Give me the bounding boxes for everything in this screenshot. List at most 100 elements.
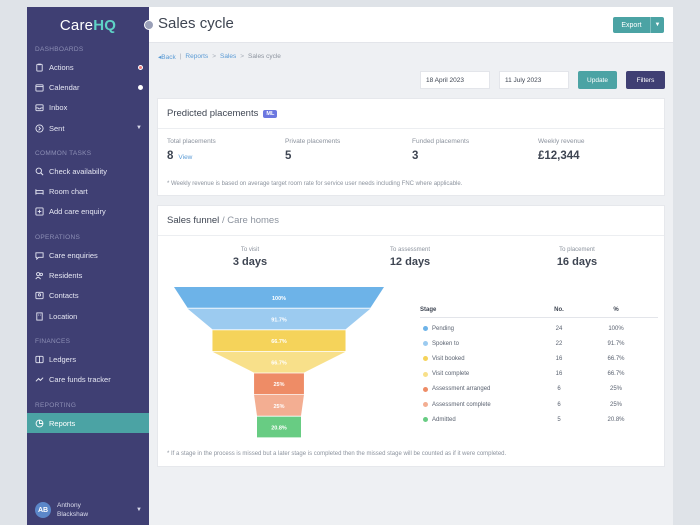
ledger-icon bbox=[35, 355, 44, 364]
funnel-segment-assessment-complete[interactable] bbox=[254, 395, 304, 416]
sidebar-item-residents[interactable]: Residents bbox=[27, 265, 149, 285]
user-name: Anthony Blackshaw bbox=[57, 501, 88, 519]
stage-name: Visit complete bbox=[420, 371, 544, 377]
sidebar-item-actions[interactable]: Actions bbox=[27, 57, 149, 77]
sidebar-item-contacts[interactable]: Contacts bbox=[27, 286, 149, 306]
chevron-down-icon: ▼ bbox=[136, 125, 142, 132]
funnel-segment-label: 25% bbox=[273, 382, 284, 388]
sidebar-item-add-care-enquiry[interactable]: Add care enquiry bbox=[27, 202, 149, 222]
app-window: Care HQ Dashboards Actions Calendar Inbox… bbox=[27, 7, 673, 525]
sales-funnel-card: Sales funnel / Care homes To visit 3 day… bbox=[157, 205, 665, 467]
breadcrumb: ◂Back | Reports > Sales > Sales cycle bbox=[158, 53, 281, 61]
stage-label: Assessment complete bbox=[432, 401, 491, 408]
section-title-reporting: Reporting bbox=[35, 401, 77, 409]
from-date-input[interactable]: 18 April 2023 bbox=[420, 71, 490, 89]
metric-weekly-revenue: Weekly revenue £12,344 bbox=[538, 138, 585, 162]
plus-square-icon bbox=[35, 207, 44, 216]
filters-button[interactable]: Filters bbox=[626, 71, 665, 89]
sidebar-item-care-enquiries[interactable]: Care enquiries bbox=[27, 245, 149, 265]
sidebar: Care HQ Dashboards Actions Calendar Inbox… bbox=[27, 7, 149, 525]
notification-dot bbox=[138, 84, 143, 90]
table-row: Pending 24 100% bbox=[420, 321, 658, 336]
stage-color-dot bbox=[423, 371, 428, 377]
sidebar-item-care-funds-tracker[interactable]: Care funds tracker bbox=[27, 370, 149, 390]
funnel-segment-assessment-arranged[interactable] bbox=[254, 373, 304, 395]
section-title-dashboards: Dashboards bbox=[35, 46, 84, 53]
section-title-operations: Operations bbox=[35, 234, 81, 242]
calendar-icon bbox=[35, 83, 44, 92]
sidebar-item-location[interactable]: Location bbox=[27, 306, 149, 326]
stage-percent: 25% bbox=[609, 386, 622, 393]
breadcrumb-back[interactable]: ◂Back bbox=[158, 54, 176, 61]
update-button[interactable]: Update bbox=[578, 71, 617, 89]
stage-name: Assessment arranged bbox=[420, 386, 544, 392]
metric-funded-placements: Funded placements 3 bbox=[412, 138, 470, 162]
sidebar-item-reports[interactable]: Reports bbox=[27, 412, 149, 434]
stage-name: Pending bbox=[420, 326, 544, 332]
view-link[interactable]: View bbox=[178, 154, 193, 161]
stage-percent: 91.7% bbox=[607, 340, 625, 347]
funnel-segment-spoken-to[interactable] bbox=[187, 308, 371, 330]
stage-color-dot bbox=[423, 356, 428, 362]
sidebar-item-room-chart[interactable]: Room chart bbox=[27, 181, 149, 201]
sidebar-item-label: Residents bbox=[49, 271, 83, 281]
stage-name: Visit booked bbox=[420, 356, 544, 362]
metric-total-placements: Total placements 8 View bbox=[167, 138, 216, 162]
stage-label: Visit booked bbox=[432, 355, 465, 362]
breadcrumb-current: Sales cycle bbox=[248, 53, 281, 60]
breadcrumb-reports[interactable]: Reports bbox=[185, 53, 209, 60]
card-header: Sales funnel / Care homes bbox=[158, 206, 664, 236]
stage-count: 24 bbox=[555, 325, 563, 332]
chevron-down-icon[interactable]: ▼ bbox=[650, 17, 664, 33]
stage-percent: 66.7% bbox=[607, 371, 625, 378]
stage-name: Admitted bbox=[420, 417, 544, 423]
funnel-segment-pending[interactable] bbox=[174, 287, 384, 308]
sidebar-item-calendar[interactable]: Calendar bbox=[27, 77, 149, 97]
inbox-icon bbox=[35, 103, 44, 112]
trend-icon bbox=[35, 375, 44, 384]
ml-badge: ML bbox=[263, 109, 278, 118]
breadcrumb-sales[interactable]: Sales bbox=[219, 53, 237, 60]
app-logo[interactable]: Care HQ bbox=[27, 7, 149, 43]
stage-label: Assessment arranged bbox=[432, 386, 491, 393]
sidebar-item-check-availability[interactable]: Check availability bbox=[27, 161, 149, 181]
stage-name: Assessment complete bbox=[420, 402, 544, 408]
funnel-segment-visit-booked[interactable] bbox=[212, 330, 346, 351]
logo-text: Care bbox=[59, 16, 94, 34]
stat-to-visit: To visit 3 days bbox=[232, 247, 268, 268]
top-bar: Sales cycle Export ▼ bbox=[149, 7, 673, 43]
card-header: Predicted placements ML bbox=[158, 99, 664, 129]
funnel-footnote: * If a stage in the process is missed bu… bbox=[167, 451, 507, 457]
export-button[interactable]: Export ▼ bbox=[613, 17, 664, 33]
chat-icon bbox=[35, 251, 44, 260]
users-icon bbox=[35, 271, 44, 280]
bed-icon bbox=[35, 187, 44, 196]
sidebar-item-label: Add care enquiry bbox=[49, 207, 106, 217]
user-last-name: Blackshaw bbox=[57, 511, 89, 518]
sidebar-item-label: Inbox bbox=[49, 103, 68, 113]
sidebar-item-sent[interactable]: Sent ▼ bbox=[27, 118, 149, 138]
building-icon bbox=[35, 312, 44, 321]
funnel-segment-visit-complete[interactable] bbox=[212, 351, 346, 373]
sidebar-item-label: Sent bbox=[49, 123, 65, 133]
funnel-segment-admitted[interactable] bbox=[257, 416, 301, 438]
to-date-input[interactable]: 11 July 2023 bbox=[499, 71, 569, 89]
sidebar-item-label: Room chart bbox=[49, 187, 88, 197]
page-title: Sales cycle bbox=[158, 15, 234, 32]
notification-dot bbox=[138, 64, 143, 70]
stage-color-dot bbox=[423, 402, 428, 408]
user-first-name: Anthony bbox=[57, 502, 81, 509]
sidebar-collapse-button[interactable] bbox=[144, 20, 154, 30]
clipboard-icon bbox=[35, 63, 44, 72]
stage-count: 16 bbox=[555, 355, 563, 362]
table-row: Visit complete 16 66.7% bbox=[420, 367, 658, 382]
user-menu[interactable]: AB Anthony Blackshaw ▼ bbox=[27, 495, 149, 525]
sidebar-item-inbox[interactable]: Inbox bbox=[27, 98, 149, 118]
card-title: Sales funnel bbox=[167, 215, 220, 226]
sidebar-item-ledgers[interactable]: Ledgers bbox=[27, 349, 149, 369]
stage-label: Spoken to bbox=[432, 340, 460, 347]
funnel-segment-label: 100% bbox=[272, 296, 286, 302]
sidebar-item-label: Calendar bbox=[49, 82, 80, 92]
search-icon bbox=[35, 167, 44, 176]
sales-funnel-chart: 100% 91.7% 66.7% 66.7% 25% 25% 20.8% bbox=[174, 287, 384, 438]
